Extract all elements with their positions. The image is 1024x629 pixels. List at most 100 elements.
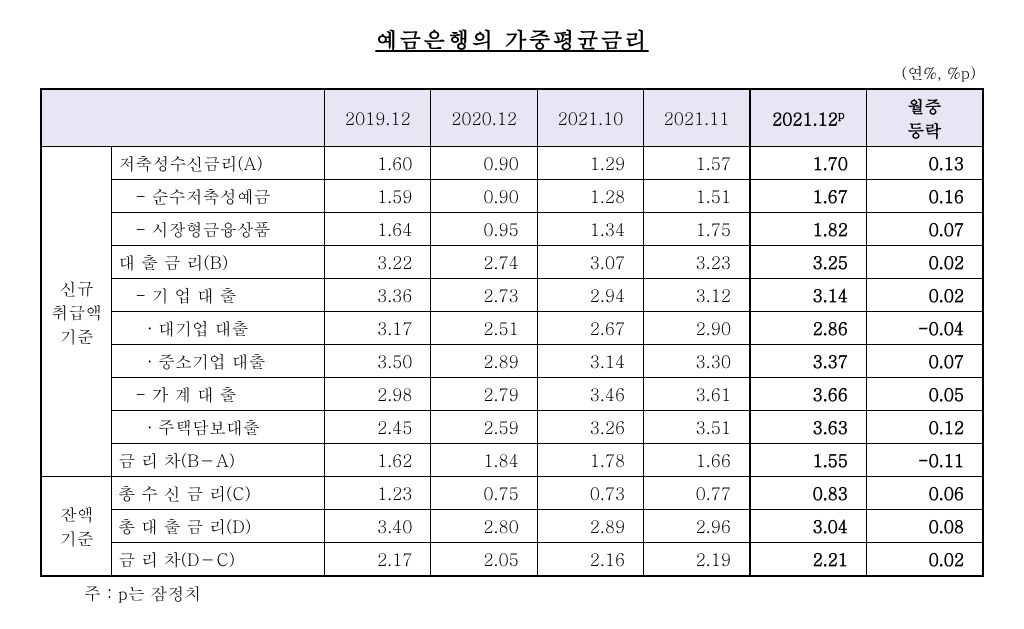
table-row: - 가 계 대 출2.982.793.463.613.660.05 [41,378,983,411]
cell-value: 0.90 [431,180,537,213]
cell-value: 0.02 [866,246,983,279]
group-label: 잔액기준 [41,477,112,577]
cell-value: 2.05 [431,543,537,577]
cell-value: 2.89 [537,510,643,543]
row-label: 총 수 신 금 리(C) [112,477,325,510]
cell-value: 3.07 [537,246,643,279]
cell-value: 0.16 [866,180,983,213]
cell-value: 2.45 [325,411,431,444]
cell-value: 0.02 [866,543,983,577]
cell-value: 1.64 [325,213,431,246]
cell-value: 1.55 [750,444,866,477]
cell-value: 0.07 [866,345,983,378]
cell-value: 2.19 [644,543,750,577]
header-row: 2019.12 2020.12 2021.10 2021.11 2021.12p… [41,89,983,147]
page-title: 예금은행의 가중평균금리 [40,24,984,55]
cell-value: 1.57 [644,147,750,180]
cell-value: 3.40 [325,510,431,543]
cell-value: 1.75 [644,213,750,246]
cell-value: 3.22 [325,246,431,279]
cell-value: 0.08 [866,510,983,543]
table-row: · 중소기업 대출3.502.893.143.303.370.07 [41,345,983,378]
cell-value: 3.04 [750,510,866,543]
cell-value: 2.73 [431,279,537,312]
table-row: - 시장형금융상품1.640.951.341.751.820.07 [41,213,983,246]
cell-value: 2.80 [431,510,537,543]
row-label: 대 출 금 리(B) [112,246,325,279]
cell-value: 2.90 [644,312,750,345]
table-row: - 순수저축성예금1.590.901.281.511.670.16 [41,180,983,213]
table-row: · 대기업 대출3.172.512.672.902.86-0.04 [41,312,983,345]
cell-value: 0.95 [431,213,537,246]
cell-value: 1.59 [325,180,431,213]
cell-value: 1.23 [325,477,431,510]
cell-value: 3.50 [325,345,431,378]
table-row: · 주택담보대출2.452.593.263.513.630.12 [41,411,983,444]
cell-value: 3.23 [644,246,750,279]
cell-value: 1.84 [431,444,537,477]
cell-value: 3.14 [750,279,866,312]
cell-value: 0.83 [750,477,866,510]
cell-value: 3.63 [750,411,866,444]
table-row: 금 리 차(D－C)2.172.052.162.192.210.02 [41,543,983,577]
cell-value: 0.73 [537,477,643,510]
cell-value: 3.14 [537,345,643,378]
cell-value: 1.70 [750,147,866,180]
cell-value: 1.28 [537,180,643,213]
cell-value: 2.67 [537,312,643,345]
rate-table: 2019.12 2020.12 2021.10 2021.11 2021.12p… [40,88,984,577]
cell-value: 2.79 [431,378,537,411]
header-blank [41,89,325,147]
cell-value: 2.94 [537,279,643,312]
cell-value: 3.37 [750,345,866,378]
cell-value: 0.77 [644,477,750,510]
row-label: 저축성수신금리(A) [112,147,325,180]
table-row: - 기 업 대 출3.362.732.943.123.140.02 [41,279,983,312]
row-label: - 시장형금융상품 [112,213,325,246]
cell-value: 0.05 [866,378,983,411]
cell-value: 1.34 [537,213,643,246]
row-label: · 대기업 대출 [112,312,325,345]
col-monthly-change: 월중 등락 [866,89,983,147]
cell-value: 1.67 [750,180,866,213]
cell-value: 1.62 [325,444,431,477]
table-row: 대 출 금 리(B)3.222.743.073.233.250.02 [41,246,983,279]
cell-value: 3.25 [750,246,866,279]
unit-label: (연%, %p) [40,61,984,84]
cell-value: 0.13 [866,147,983,180]
cell-value: 0.75 [431,477,537,510]
cell-value: 0.02 [866,279,983,312]
cell-value: 3.36 [325,279,431,312]
table-row: 금 리 차(B－A)1.621.841.781.661.55-0.11 [41,444,983,477]
cell-value: 3.12 [644,279,750,312]
cell-value: 3.17 [325,312,431,345]
row-label: - 순수저축성예금 [112,180,325,213]
row-label: - 가 계 대 출 [112,378,325,411]
row-label: · 중소기업 대출 [112,345,325,378]
cell-value: 3.30 [644,345,750,378]
table-body: 신규취급액기준저축성수신금리(A)1.600.901.291.571.700.1… [41,147,983,577]
cell-value: 1.66 [644,444,750,477]
cell-value: 3.66 [750,378,866,411]
cell-value: 2.17 [325,543,431,577]
cell-value: 1.82 [750,213,866,246]
cell-value: 2.89 [431,345,537,378]
group-label: 신규취급액기준 [41,147,112,477]
row-label: 금 리 차(B－A) [112,444,325,477]
cell-value: 1.29 [537,147,643,180]
cell-value: 3.46 [537,378,643,411]
col-2019-12: 2019.12 [325,89,431,147]
cell-value: 2.98 [325,378,431,411]
cell-value: 2.59 [431,411,537,444]
col6-line2: 등락 [907,118,941,142]
col-2021-10: 2021.10 [537,89,643,147]
cell-value: 1.51 [644,180,750,213]
cell-value: 2.51 [431,312,537,345]
cell-value: 3.61 [644,378,750,411]
cell-value: 2.74 [431,246,537,279]
cell-value: 0.90 [431,147,537,180]
cell-value: 2.16 [537,543,643,577]
cell-value: 0.07 [866,213,983,246]
row-label: 금 리 차(D－C) [112,543,325,577]
row-label: · 주택담보대출 [112,411,325,444]
